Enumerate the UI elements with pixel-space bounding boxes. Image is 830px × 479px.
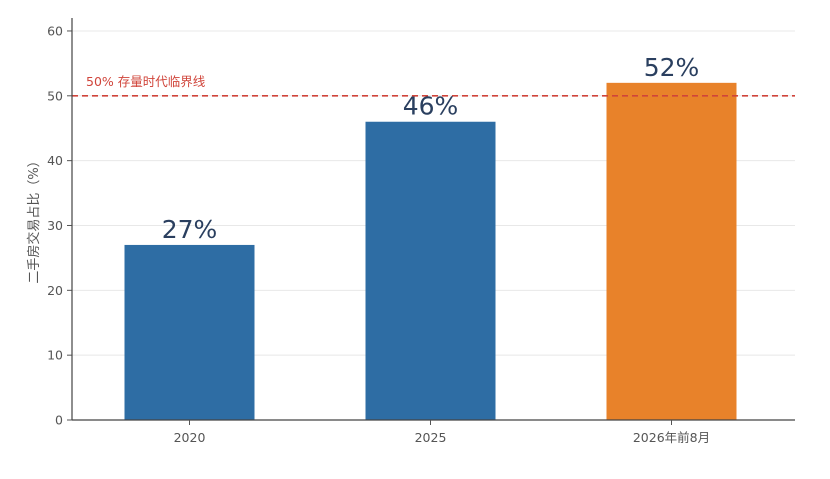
y-tick-label: 20	[47, 283, 63, 298]
bar-2020	[124, 244, 255, 420]
x-tick-label: 2020	[174, 430, 206, 445]
axes: 0 10 20 30 40 50 60 2020 2025 2026年前8月 二手房交易占比（%）	[26, 18, 795, 445]
x-tick-label: 2026年前8月	[633, 430, 710, 445]
reference-line-label: 50% 存量时代临界线	[86, 74, 206, 89]
y-tick-label: 10	[47, 348, 63, 363]
bars	[124, 82, 737, 420]
bar-2025	[365, 121, 496, 420]
reference-line-group: 50% 存量时代临界线	[72, 74, 795, 97]
y-tick-label: 40	[47, 153, 63, 168]
data-labels: 27% 46% 52%	[162, 53, 700, 244]
bar-2026年前8月	[606, 82, 737, 420]
y-tick-label: 30	[47, 218, 63, 233]
y-axis-title: 二手房交易占比（%）	[26, 154, 42, 283]
value-label-2026年前8月: 52%	[644, 53, 700, 82]
value-label-2025: 46%	[403, 92, 459, 121]
y-tick-label: 0	[55, 413, 63, 428]
x-tick-label: 2025	[415, 430, 447, 445]
value-label-2020: 27%	[162, 215, 218, 244]
y-tick-label: 60	[47, 23, 63, 38]
y-tick-label: 50	[47, 88, 63, 103]
